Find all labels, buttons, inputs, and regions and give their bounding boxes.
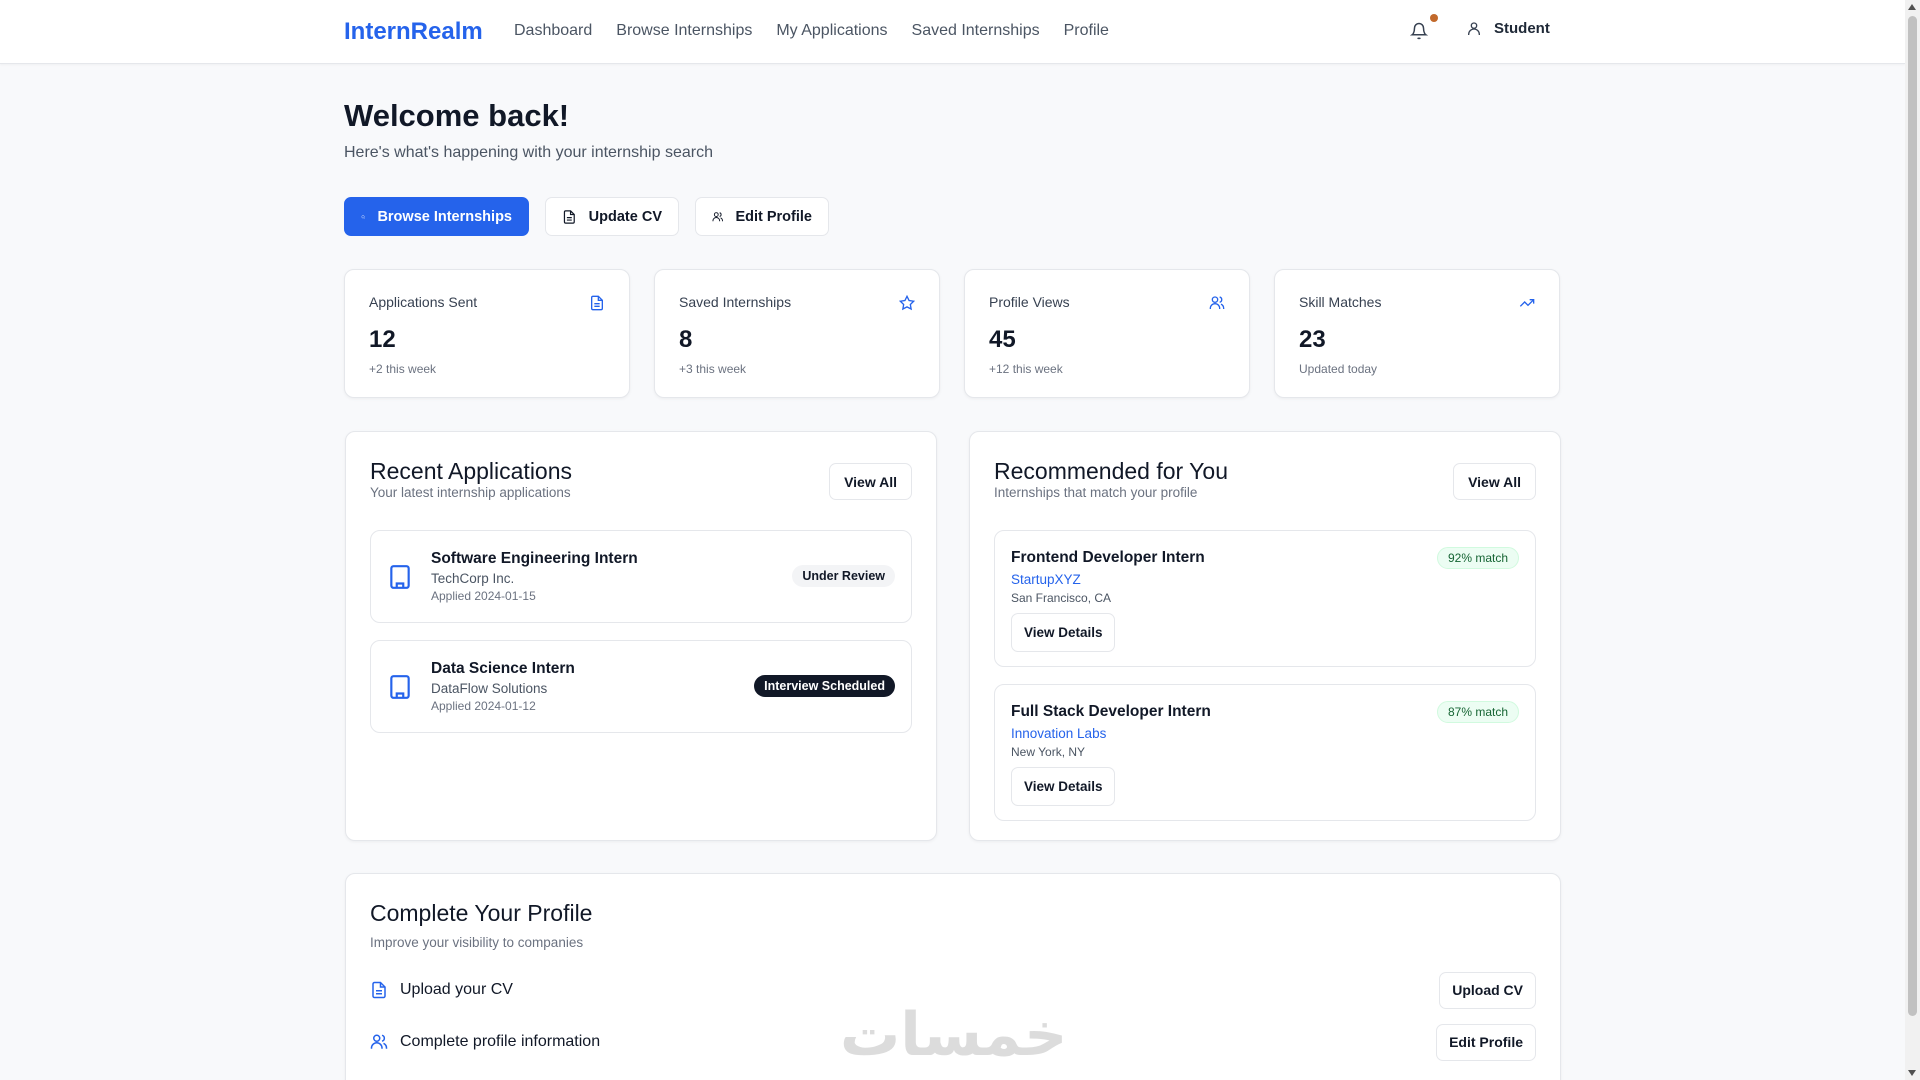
scrollbar[interactable] [1905, 0, 1920, 1080]
users-icon [1209, 296, 1225, 309]
stat-label: Applications Sent [369, 294, 478, 310]
notification-dot [1430, 14, 1438, 22]
task-label: Upload your CV [400, 981, 513, 998]
file-icon [372, 981, 386, 999]
stat-note: +3 this week [679, 362, 747, 376]
stat-applications-sent: Applications Sent 12 +2 this week [344, 269, 630, 398]
view-details-button[interactable]: View Details [1011, 767, 1115, 806]
scrollbar-thumb[interactable] [1908, 16, 1917, 1016]
nav-browse-internships[interactable]: Browse Internships [616, 22, 753, 39]
user-icon [1468, 21, 1480, 35]
quick-actions: Browse Internships Update CV Edit Profil… [344, 197, 829, 236]
task-label: Complete profile information [400, 1033, 601, 1050]
view-all-recommended-button[interactable]: View All [1453, 463, 1536, 500]
profile-task-upload-cv: Upload your CV Upload CV [370, 971, 1536, 1009]
match-badge: 92% match [1436, 547, 1519, 569]
card-subtitle: Internships that match your profile [994, 485, 1198, 500]
stats-row: Applications Sent 12 +2 this week Saved … [344, 269, 1560, 398]
star-icon [899, 295, 915, 311]
internship-title: Frontend Developer Intern [1011, 549, 1205, 566]
stat-value: 45 [989, 326, 1016, 353]
application-item[interactable]: Data Science Intern DataFlow Solutions A… [370, 640, 912, 733]
internship-location: New York, NY [1011, 745, 1086, 759]
status-badge: Under Review [792, 565, 895, 587]
internship-location: San Francisco, CA [1011, 591, 1112, 605]
nav-dashboard[interactable]: Dashboard [514, 22, 593, 39]
view-details-button[interactable]: View Details [1011, 613, 1115, 652]
logo[interactable]: InternRealm [344, 18, 483, 45]
view-all-applications-button[interactable]: View All [829, 463, 912, 500]
complete-profile-card: Complete Your Profile Improve your visib… [345, 873, 1561, 1080]
recommendation-item: Full Stack Developer Intern Innovation L… [994, 684, 1536, 821]
bell-icon[interactable] [1410, 22, 1428, 40]
application-date: Applied 2024-01-12 [431, 699, 536, 713]
nav-profile[interactable]: Profile [1063, 22, 1109, 39]
card-subtitle: Improve your visibility to companies [370, 935, 584, 950]
status-badge: Interview Scheduled [754, 675, 895, 697]
stat-value: 8 [679, 326, 693, 353]
stat-skill-matches: Skill Matches 23 Updated today [1274, 269, 1560, 398]
user-name: Student [1494, 20, 1550, 37]
company-link[interactable]: StartupXYZ [1011, 572, 1081, 587]
scroll-down-arrow-icon[interactable] [1908, 1070, 1916, 1076]
users-icon [370, 1034, 388, 1049]
application-title: Data Science Intern [431, 660, 575, 677]
browse-label: Browse Internships [377, 208, 512, 225]
trending-up-icon [1519, 299, 1535, 307]
edit-profile-button[interactable]: Edit Profile [695, 197, 829, 236]
building-icon [390, 564, 410, 589]
stat-label: Saved Internships [679, 294, 792, 310]
page-title: Welcome back! [344, 98, 570, 133]
nav-links: Dashboard Browse Internships My Applicat… [514, 22, 1109, 40]
stat-saved-internships: Saved Internships 8 +3 this week [654, 269, 940, 398]
card-title: Recent Applications [370, 458, 573, 484]
update-cv-button[interactable]: Update CV [545, 197, 679, 236]
stat-profile-views: Profile Views 45 +12 this week [964, 269, 1250, 398]
scroll-up-arrow-icon[interactable] [1908, 4, 1916, 10]
application-title: Software Engineering Intern [431, 550, 638, 567]
update-cv-label: Update CV [588, 208, 662, 225]
stat-note: +2 this week [369, 362, 437, 376]
card-title: Recommended for You [994, 458, 1228, 484]
stat-value: 12 [369, 326, 396, 353]
recommendation-item: Frontend Developer Intern StartupXYZ San… [994, 530, 1536, 667]
edit-profile-label: Edit Profile [735, 208, 812, 225]
recent-applications-card: Recent Applications Your latest internsh… [345, 431, 937, 841]
file-icon [591, 295, 603, 311]
users-icon [712, 211, 723, 221]
stat-label: Profile Views [989, 294, 1070, 310]
search-icon [361, 214, 366, 219]
internship-title: Full Stack Developer Intern [1011, 703, 1211, 720]
recommended-card: Recommended for You Internships that mat… [969, 431, 1561, 841]
application-item[interactable]: Software Engineering Intern TechCorp Inc… [370, 530, 912, 623]
user-menu[interactable]: Student [1466, 20, 1550, 37]
building-icon [390, 674, 410, 699]
file-icon [563, 209, 575, 224]
edit-profile-row-button[interactable]: Edit Profile [1436, 1023, 1536, 1061]
match-badge: 87% match [1436, 701, 1519, 723]
application-company: TechCorp Inc. [431, 571, 515, 586]
upload-cv-button[interactable]: Upload CV [1439, 971, 1536, 1009]
page-subtitle: Here's what's happening with your intern… [344, 144, 713, 161]
watermark: خمسات [840, 1000, 1068, 1070]
card-subtitle: Your latest internship applications [370, 485, 571, 500]
company-link[interactable]: Innovation Labs [1011, 726, 1107, 741]
stat-note: +12 this week [989, 362, 1063, 376]
card-title: Complete Your Profile [370, 900, 593, 926]
top-nav: InternRealm Dashboard Browse Internships… [0, 0, 1905, 64]
stat-note: Updated today [1299, 362, 1378, 376]
nav-my-applications[interactable]: My Applications [776, 22, 888, 39]
application-company: DataFlow Solutions [431, 681, 548, 696]
profile-task-complete-info: Complete profile information Edit Profil… [370, 1023, 1536, 1061]
application-date: Applied 2024-01-15 [431, 589, 536, 603]
stat-value: 23 [1299, 326, 1326, 353]
browse-internships-button[interactable]: Browse Internships [344, 197, 529, 236]
stat-label: Skill Matches [1299, 294, 1382, 310]
nav-saved-internships[interactable]: Saved Internships [911, 22, 1040, 39]
